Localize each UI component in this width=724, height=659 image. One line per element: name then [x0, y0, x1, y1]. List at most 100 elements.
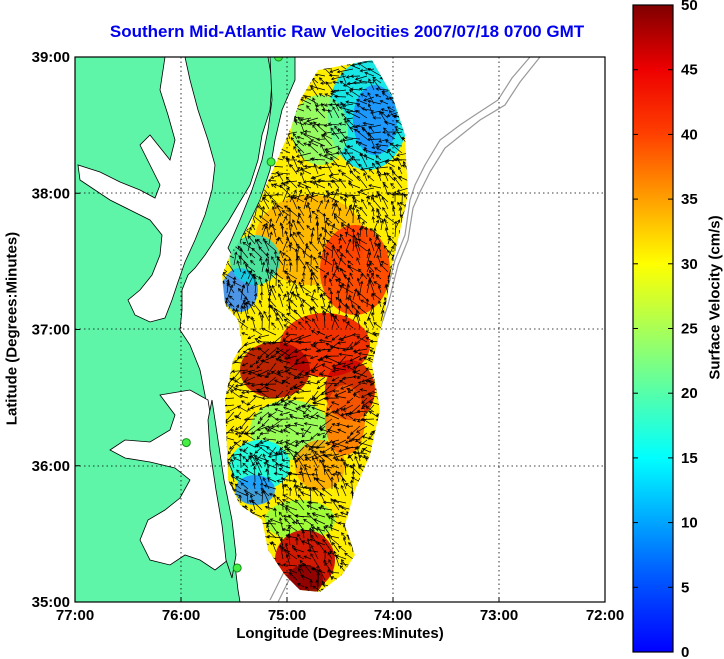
velocity-arrow	[360, 404, 368, 410]
velocity-arrow	[354, 589, 368, 592]
velocity-arrow	[386, 149, 396, 161]
velocity-arrow	[242, 573, 249, 588]
velocity-arrow	[268, 270, 273, 287]
velocity-arrow	[358, 441, 375, 448]
velocity-arrow	[351, 304, 361, 315]
velocity-arrow	[273, 250, 278, 259]
velocity-arrow	[266, 477, 277, 483]
velocity-arrow	[381, 395, 389, 399]
velocity-arrow	[358, 477, 362, 490]
velocity-arrow	[322, 292, 333, 301]
velocity-arrow	[379, 362, 389, 367]
velocity-arrow	[265, 459, 270, 476]
velocity-arrow	[319, 492, 326, 504]
velocity-arrow	[331, 313, 340, 329]
velocity-arrow	[331, 389, 340, 393]
station-3-marker	[181, 438, 191, 448]
velocity-arrow	[384, 334, 396, 344]
velocity-arrow	[404, 501, 408, 511]
velocity-arrow	[288, 569, 298, 574]
velocity-arrow	[297, 148, 305, 161]
velocity-arrow	[338, 284, 354, 294]
velocity-arrow	[383, 496, 396, 504]
velocity-arrow	[250, 516, 256, 532]
colorbar-tick-label: 25	[681, 321, 698, 338]
velocity-arrow	[265, 348, 277, 359]
velocity-arrow	[242, 564, 256, 574]
velocity-arrow	[385, 60, 396, 70]
velocity-arrow	[300, 428, 312, 434]
velocity-arrow	[358, 87, 368, 91]
velocity-arrow	[275, 237, 279, 245]
velocity-arrow	[376, 503, 382, 511]
velocity-arrow	[285, 553, 291, 567]
velocity-arrow	[358, 163, 368, 175]
velocity-arrow	[332, 98, 340, 112]
colorbar-tick-label: 35	[681, 191, 698, 208]
velocity-arrow	[256, 348, 270, 360]
velocity-arrow	[213, 388, 220, 391]
velocity-arrow	[331, 203, 338, 217]
velocity-arrow	[318, 506, 333, 511]
station-2-marker	[266, 157, 276, 167]
velocity-arrow	[260, 481, 264, 490]
velocity-arrow	[240, 482, 249, 490]
velocity-arrow	[298, 471, 312, 476]
velocity-arrow	[303, 133, 319, 140]
velocity-arrow	[332, 366, 347, 371]
velocity-arrow	[325, 217, 333, 224]
velocity-arrow	[366, 248, 371, 259]
velocity-arrow	[295, 431, 305, 436]
velocity-arrow	[389, 352, 403, 357]
velocity-arrow	[313, 163, 319, 175]
velocity-arrow	[349, 355, 361, 362]
velocity-arrow	[258, 582, 270, 592]
velocity-arrow	[365, 345, 375, 350]
velocity-arrow	[243, 417, 256, 422]
velocity-arrow	[389, 508, 396, 525]
velocity-arrow	[369, 237, 375, 252]
velocity-arrow	[360, 555, 368, 560]
velocity-arrow	[312, 305, 319, 322]
velocity-arrow	[356, 231, 361, 245]
velocity-arrow	[230, 453, 242, 457]
velocity-arrow	[349, 519, 354, 532]
velocity-arrow	[331, 376, 340, 382]
velocity-arrow	[262, 196, 270, 203]
velocity-arrow	[238, 452, 243, 469]
velocity-arrow	[382, 130, 396, 134]
velocity-arrow	[349, 341, 361, 349]
velocity-arrow	[298, 281, 305, 294]
velocity-arrow	[222, 455, 228, 462]
velocity-arrow	[239, 572, 249, 581]
velocity-arrow	[359, 388, 368, 392]
velocity-arrow	[372, 514, 389, 518]
velocity-arrow	[357, 306, 368, 315]
velocity-arrow	[368, 316, 375, 329]
velocity-arrow	[262, 437, 277, 441]
velocity-arrow	[266, 529, 277, 539]
velocity-arrow	[346, 305, 354, 315]
velocity-arrow	[306, 105, 312, 112]
velocity-arrow	[397, 428, 408, 434]
velocity-arrow	[376, 60, 382, 70]
velocity-arrow	[399, 355, 408, 367]
x-tick-label: 72:00	[586, 607, 624, 624]
velocity-arrow	[342, 362, 354, 368]
velocity-arrow	[395, 119, 403, 126]
velocity-arrow	[278, 283, 284, 294]
velocity-arrow	[298, 65, 305, 70]
velocity-arrow	[379, 422, 389, 427]
velocity-arrow	[275, 257, 280, 273]
velocity-arrow	[322, 243, 333, 252]
velocity-arrow	[371, 493, 375, 504]
velocity-arrow	[380, 108, 389, 112]
velocity-arrow	[238, 255, 249, 266]
velocity-arrow	[275, 424, 284, 428]
velocity-arrow	[303, 453, 312, 457]
velocity-arrow	[254, 338, 263, 343]
velocity-arrow	[380, 260, 389, 266]
velocity-arrow	[374, 267, 382, 273]
velocity-arrow	[372, 573, 382, 581]
velocity-arrow	[226, 354, 235, 359]
